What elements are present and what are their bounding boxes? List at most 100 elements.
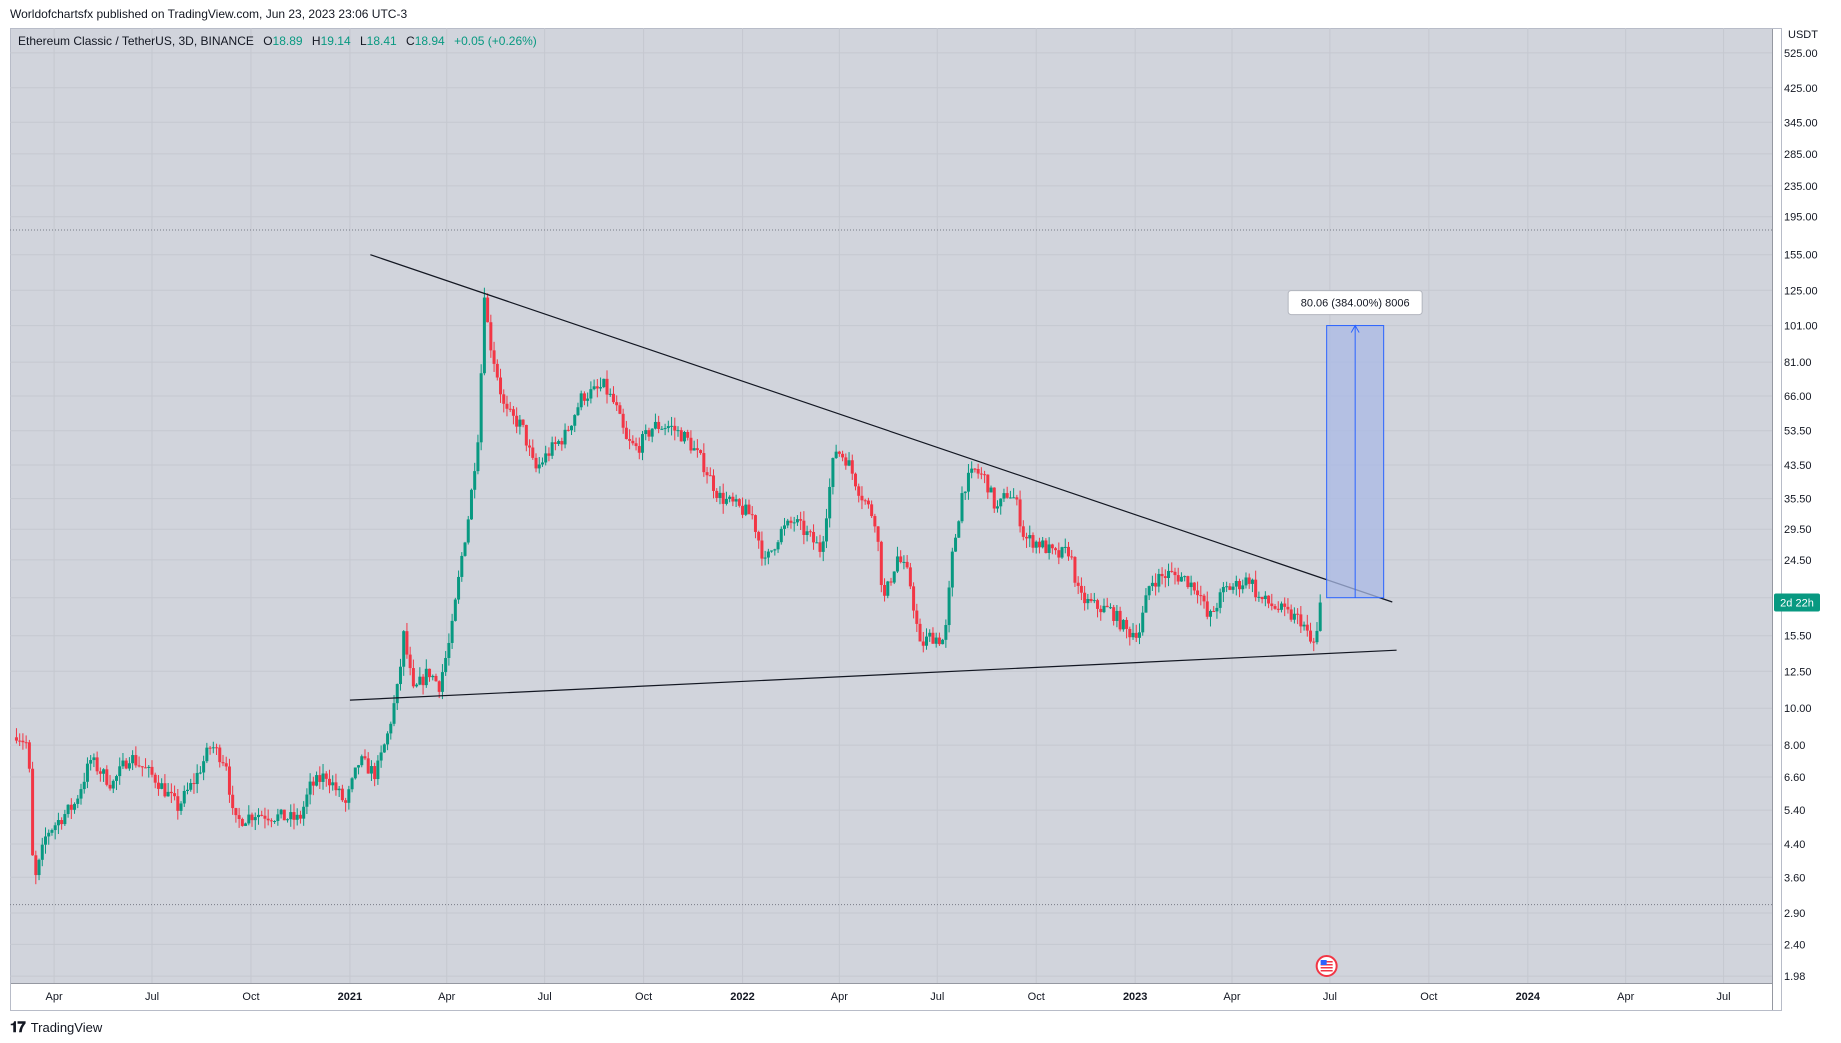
price-tick-label: 525.00 — [1784, 48, 1818, 60]
candle-body — [411, 668, 415, 687]
footer[interactable]: 𝟏𝟕 TradingView — [10, 1017, 102, 1037]
candle-body — [473, 471, 477, 490]
candle-body — [24, 742, 28, 744]
candle-body — [47, 832, 51, 837]
candle-body — [983, 474, 987, 476]
candle-body — [776, 542, 780, 550]
candle-body — [240, 818, 244, 826]
price-tick-label: 2.40 — [1784, 939, 1805, 951]
currency-label: USDT — [1788, 29, 1818, 41]
candle-body — [144, 767, 148, 769]
candle-body — [366, 758, 370, 774]
time-scale[interactable] — [10, 983, 1772, 1011]
candle-body — [692, 448, 696, 451]
symbol-legend[interactable]: Ethereum Classic / TetherUS, 3D, BINANCE… — [18, 34, 537, 48]
candle-body — [1160, 573, 1164, 577]
candle-body — [189, 783, 193, 790]
candle-body — [728, 496, 732, 499]
time-tick-label: Oct — [1420, 991, 1437, 1003]
candle-body — [550, 442, 554, 456]
open-label: O — [263, 34, 273, 48]
change-value: +0.05 (+0.26%) — [454, 34, 537, 48]
candle-body — [73, 803, 77, 810]
candle-body — [211, 747, 215, 749]
candle-body — [295, 814, 299, 820]
candle-body — [547, 453, 551, 456]
candle-body — [854, 473, 858, 487]
price-tick-label: 155.00 — [1784, 250, 1818, 262]
candle-body — [783, 525, 787, 529]
candle-body — [434, 675, 438, 682]
price-tick-label: 3.60 — [1784, 872, 1805, 884]
candle-body — [1215, 607, 1219, 612]
candle-body — [808, 531, 812, 533]
price-tick-label: 81.00 — [1784, 357, 1812, 369]
candle-body — [1212, 610, 1216, 612]
candle-body — [744, 504, 748, 515]
flag-canton — [1320, 960, 1327, 965]
candle-body — [966, 472, 970, 492]
candle-body — [950, 551, 954, 588]
candle-body — [1260, 596, 1264, 600]
candle-body — [670, 425, 674, 427]
candle-body — [331, 782, 335, 786]
candle-body — [1047, 544, 1051, 553]
price-tick-label: 195.00 — [1784, 212, 1818, 224]
candle-body — [644, 430, 648, 435]
candle-body — [34, 855, 38, 876]
candle-body — [850, 460, 854, 474]
price-tick-label: 24.50 — [1784, 555, 1812, 567]
candle-body — [1102, 605, 1106, 613]
candle-body — [647, 430, 651, 437]
time-tick-label: 2023 — [1123, 991, 1147, 1003]
price-scale[interactable] — [1772, 28, 1832, 1011]
candle-body — [140, 766, 144, 768]
candle-body — [95, 757, 99, 772]
candle-body — [450, 620, 454, 643]
trendlines[interactable] — [349, 254, 1397, 701]
candle-body — [905, 561, 909, 568]
candle-body — [805, 531, 809, 535]
candle-body — [841, 453, 845, 458]
candle-body — [931, 632, 935, 644]
price-tick-label: 8.00 — [1784, 740, 1805, 752]
candle-body — [524, 424, 528, 446]
candle-body — [902, 561, 906, 563]
candle-body — [182, 790, 186, 804]
candle-body — [773, 549, 777, 551]
candle-body — [111, 780, 115, 789]
candle-body — [114, 776, 118, 781]
candle-body — [1176, 575, 1180, 582]
candle-body — [760, 540, 764, 559]
candle-body — [276, 814, 280, 822]
candle-body — [915, 610, 919, 624]
price-tick-label: 6.60 — [1784, 772, 1805, 784]
candle-body — [1105, 605, 1109, 608]
candle-body — [695, 448, 699, 451]
candle-body — [337, 788, 341, 791]
candle-body — [1134, 632, 1138, 638]
candle-body — [195, 772, 199, 785]
candle-body — [18, 740, 22, 742]
candle-body — [792, 522, 796, 524]
candle-body — [515, 415, 519, 427]
candle-body — [231, 794, 235, 809]
candle-body — [453, 599, 457, 621]
price-tick-label: 101.00 — [1784, 321, 1818, 333]
candle-body — [1028, 535, 1032, 539]
candle-body — [421, 676, 425, 686]
chart-frame — [10, 28, 1782, 1011]
candle-body — [424, 668, 428, 686]
candle-body — [573, 415, 577, 426]
candle-body — [718, 492, 722, 498]
measure-tool[interactable]: 80.06 (384.00%) 8006 — [1287, 290, 1423, 599]
candle-body — [1092, 600, 1096, 602]
candle-body — [986, 474, 990, 493]
candle-body — [734, 499, 738, 502]
candle-body — [1096, 600, 1100, 609]
candle-body — [934, 637, 938, 644]
candle-body — [31, 768, 35, 856]
candle-body — [570, 425, 574, 431]
flag-stripe — [1320, 967, 1333, 969]
